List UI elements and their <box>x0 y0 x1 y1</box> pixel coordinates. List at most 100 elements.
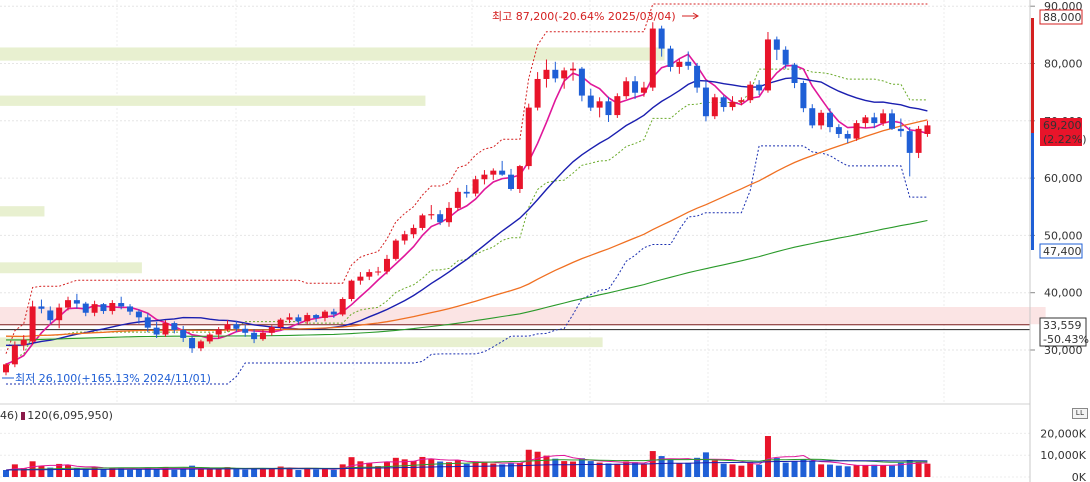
volume-legend-text: 120(6,095,950) <box>27 409 113 422</box>
volume-bar <box>924 463 931 477</box>
volume-bar <box>454 459 461 477</box>
volume-bar <box>428 459 435 477</box>
candle-body <box>481 174 488 180</box>
volume-bar <box>366 462 373 477</box>
candle-body <box>295 317 302 322</box>
volume-bar <box>782 462 789 477</box>
candle-body <box>738 100 745 102</box>
volume-bar <box>835 465 842 477</box>
candle-body <box>56 307 63 321</box>
candle-body <box>897 128 904 132</box>
volume-bar <box>180 468 187 477</box>
volume-bar <box>853 465 860 477</box>
volume-bar <box>729 464 736 477</box>
volume-bar <box>605 463 612 477</box>
volume-ma20 <box>5 458 928 471</box>
candle-body <box>401 234 408 241</box>
candle-body <box>658 28 665 49</box>
candle-body <box>614 96 621 116</box>
volume-legend-prefix: 46) <box>0 409 19 422</box>
volume-bar <box>38 465 45 477</box>
volume-bar <box>711 460 718 477</box>
volume-bar <box>118 468 125 477</box>
ma120-line <box>6 219 928 341</box>
volume-bar <box>286 467 293 477</box>
candle-body <box>153 327 160 335</box>
candle-body <box>47 310 54 321</box>
candle-body <box>38 306 45 309</box>
volume-bar <box>490 463 497 477</box>
volume-bar <box>357 461 364 477</box>
candle-body <box>561 70 568 79</box>
envelope-bands <box>5 3 928 385</box>
candle-body <box>286 317 293 320</box>
volume-bar <box>720 463 727 477</box>
volume-bars[interactable] <box>3 436 931 477</box>
volume-bar <box>47 467 54 477</box>
candle-body <box>446 207 452 223</box>
candle-body <box>215 329 222 335</box>
candle-body <box>508 174 515 189</box>
candle-body <box>534 78 541 108</box>
candle-body <box>375 271 382 273</box>
volume-bar <box>348 457 355 477</box>
candle-body <box>162 323 169 335</box>
candle-body <box>587 95 594 108</box>
current-price-text: 69,200 <box>1043 119 1082 132</box>
candle-body <box>3 364 9 373</box>
candle-body <box>880 113 887 124</box>
volume-bar <box>685 462 692 477</box>
support-resistance-zones <box>0 47 1046 348</box>
zone-pink <box>0 307 1046 325</box>
volume-bar <box>206 468 213 477</box>
candle-body <box>65 300 72 308</box>
volume-bar <box>20 468 27 477</box>
ma60-line <box>5 119 928 338</box>
volume-bar <box>259 468 266 477</box>
candle-body <box>764 39 771 91</box>
candle-body <box>906 131 913 153</box>
candle-body <box>623 81 630 97</box>
candle-body <box>357 276 364 281</box>
volume-bar <box>233 469 240 477</box>
candlestick-series[interactable] <box>3 22 931 376</box>
candle-body <box>268 327 275 333</box>
volume-bar <box>224 467 231 477</box>
reference-value-text: 33,559 <box>1043 319 1082 332</box>
candle-body <box>729 101 736 108</box>
volume-bar <box>818 464 825 477</box>
volume-bar <box>738 465 745 477</box>
volume-bar <box>268 468 275 477</box>
candle-body <box>251 332 258 340</box>
candle-body <box>871 117 878 124</box>
volume-bar <box>871 464 878 477</box>
volume-bar <box>915 462 922 477</box>
candle-body <box>800 82 807 109</box>
candle-body <box>392 240 399 259</box>
candle-body <box>605 101 612 116</box>
volume-bar <box>162 466 169 477</box>
candle-body <box>472 179 479 194</box>
candle-body <box>516 166 523 189</box>
volume-scale-button[interactable]: LL <box>1072 408 1088 419</box>
volume-bar <box>906 459 913 477</box>
candle-body <box>135 311 142 318</box>
volume-bar <box>897 462 904 477</box>
candle-body <box>11 345 18 365</box>
candle-body <box>676 61 683 67</box>
candle-body <box>171 323 178 330</box>
volume-bar <box>65 465 72 477</box>
volume-bar <box>702 452 709 477</box>
volume-bar <box>189 465 196 477</box>
candle-body <box>694 65 701 88</box>
current-price-badge <box>1040 118 1082 146</box>
candle-body <box>640 87 647 93</box>
volume-bar <box>561 461 568 477</box>
volume-bar <box>91 466 98 477</box>
low-annotation: 최저 26,100(+165.13% 2024/11/01) <box>15 372 211 385</box>
volume-bar <box>880 465 887 477</box>
volume-bar <box>826 464 833 477</box>
envelope-upper <box>5 3 928 354</box>
candle-body <box>454 191 461 208</box>
